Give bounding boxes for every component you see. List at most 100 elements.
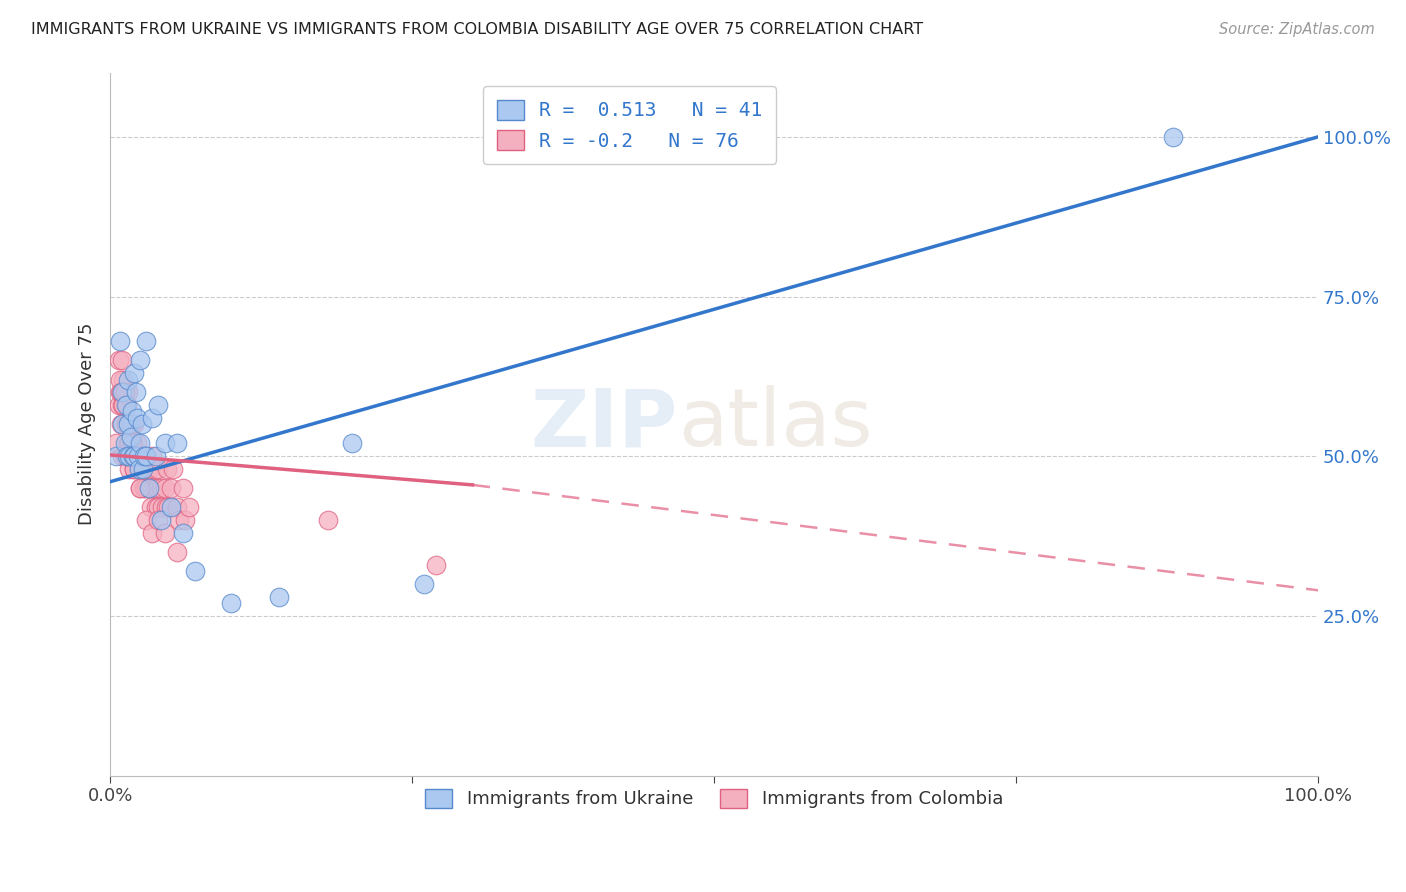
Point	[111, 449, 134, 463]
Point	[124, 417, 146, 432]
Point	[111, 353, 134, 368]
Point	[148, 513, 170, 527]
Point	[132, 481, 155, 495]
Point	[110, 385, 132, 400]
Point	[132, 449, 155, 463]
Point	[146, 481, 169, 495]
Point	[143, 462, 166, 476]
Point	[120, 430, 142, 444]
Point	[131, 417, 153, 432]
Point	[127, 449, 149, 463]
Point	[219, 596, 242, 610]
Point	[172, 525, 194, 540]
Point	[107, 353, 129, 368]
Point	[135, 481, 157, 495]
Point	[141, 410, 163, 425]
Point	[149, 513, 172, 527]
Point	[141, 525, 163, 540]
Point	[129, 481, 152, 495]
Point	[114, 385, 136, 400]
Point	[413, 577, 436, 591]
Point	[117, 417, 139, 432]
Point	[124, 462, 146, 476]
Point	[1161, 129, 1184, 144]
Point	[124, 366, 146, 380]
Point	[129, 353, 152, 368]
Point	[159, 481, 181, 495]
Point	[132, 449, 155, 463]
Point	[172, 481, 194, 495]
Point	[157, 500, 180, 515]
Point	[115, 398, 138, 412]
Point	[124, 462, 146, 476]
Point	[132, 462, 155, 476]
Point	[121, 449, 143, 463]
Text: IMMIGRANTS FROM UKRAINE VS IMMIGRANTS FROM COLOMBIA DISABILITY AGE OVER 75 CORRE: IMMIGRANTS FROM UKRAINE VS IMMIGRANTS FR…	[31, 22, 924, 37]
Point	[148, 462, 170, 476]
Point	[124, 449, 146, 463]
Point	[115, 398, 138, 412]
Point	[115, 449, 138, 463]
Point	[149, 481, 172, 495]
Point	[114, 449, 136, 463]
Point	[105, 436, 128, 450]
Point	[135, 513, 157, 527]
Point	[129, 481, 152, 495]
Text: Source: ZipAtlas.com: Source: ZipAtlas.com	[1219, 22, 1375, 37]
Point	[115, 417, 138, 432]
Point	[122, 449, 145, 463]
Point	[174, 513, 197, 527]
Point	[162, 462, 184, 476]
Point	[425, 558, 447, 572]
Point	[108, 372, 131, 386]
Point	[111, 417, 134, 432]
Point	[111, 398, 134, 412]
Point	[114, 436, 136, 450]
Point	[166, 545, 188, 559]
Point	[117, 436, 139, 450]
Point	[128, 462, 150, 476]
Point	[108, 385, 131, 400]
Point	[155, 500, 177, 515]
Point	[153, 481, 176, 495]
Point	[121, 404, 143, 418]
Point	[153, 525, 176, 540]
Point	[148, 500, 170, 515]
Point	[127, 449, 149, 463]
Point	[118, 462, 141, 476]
Point	[121, 436, 143, 450]
Point	[138, 481, 160, 495]
Point	[108, 334, 131, 349]
Point	[136, 462, 159, 476]
Point	[138, 481, 160, 495]
Point	[139, 462, 162, 476]
Y-axis label: Disability Age Over 75: Disability Age Over 75	[79, 323, 96, 525]
Point	[117, 417, 139, 432]
Point	[115, 417, 138, 432]
Point	[125, 410, 148, 425]
Point	[112, 398, 135, 412]
Point	[125, 449, 148, 463]
Point	[112, 372, 135, 386]
Point	[118, 436, 141, 450]
Point	[134, 462, 156, 476]
Point	[128, 462, 150, 476]
Point	[120, 417, 142, 432]
Point	[110, 417, 132, 432]
Point	[131, 462, 153, 476]
Text: atlas: atlas	[678, 385, 872, 463]
Point	[124, 385, 146, 400]
Point	[156, 462, 179, 476]
Point	[122, 436, 145, 450]
Point	[141, 500, 163, 515]
Point	[167, 513, 190, 527]
Point	[177, 500, 200, 515]
Point	[142, 481, 165, 495]
Point	[111, 385, 134, 400]
Point	[120, 417, 142, 432]
Point	[135, 334, 157, 349]
Point	[269, 590, 291, 604]
Point	[148, 398, 170, 412]
Point	[117, 385, 139, 400]
Point	[183, 564, 205, 578]
